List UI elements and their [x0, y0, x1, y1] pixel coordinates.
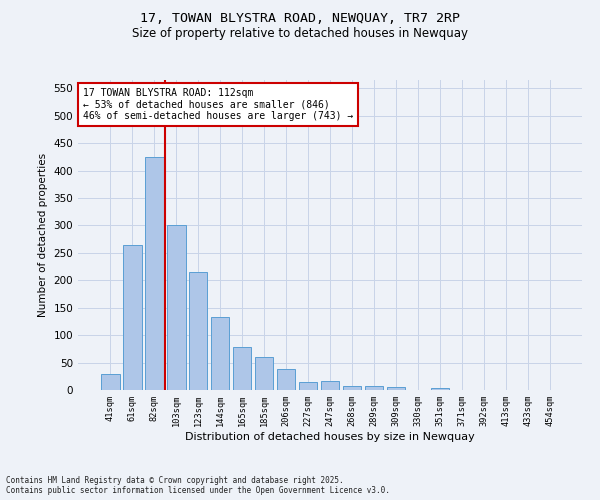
Bar [101, 374, 119, 390]
Bar [386, 388, 405, 390]
Bar [255, 357, 274, 390]
Bar [299, 382, 317, 390]
Text: 17 TOWAN BLYSTRA ROAD: 112sqm
← 53% of detached houses are smaller (846)
46% of : 17 TOWAN BLYSTRA ROAD: 112sqm ← 53% of d… [83, 88, 353, 121]
Bar [167, 226, 185, 390]
Bar [145, 157, 164, 390]
Bar [343, 386, 361, 390]
Text: 17, TOWAN BLYSTRA ROAD, NEWQUAY, TR7 2RP: 17, TOWAN BLYSTRA ROAD, NEWQUAY, TR7 2RP [140, 12, 460, 26]
Y-axis label: Number of detached properties: Number of detached properties [38, 153, 48, 317]
Bar [211, 317, 229, 390]
Bar [320, 380, 340, 390]
Text: Size of property relative to detached houses in Newquay: Size of property relative to detached ho… [132, 28, 468, 40]
Bar [431, 388, 449, 390]
Bar [277, 369, 295, 390]
Text: Contains HM Land Registry data © Crown copyright and database right 2025.
Contai: Contains HM Land Registry data © Crown c… [6, 476, 390, 495]
X-axis label: Distribution of detached houses by size in Newquay: Distribution of detached houses by size … [185, 432, 475, 442]
Bar [233, 347, 251, 390]
Bar [189, 272, 208, 390]
Bar [365, 386, 383, 390]
Bar [123, 244, 142, 390]
